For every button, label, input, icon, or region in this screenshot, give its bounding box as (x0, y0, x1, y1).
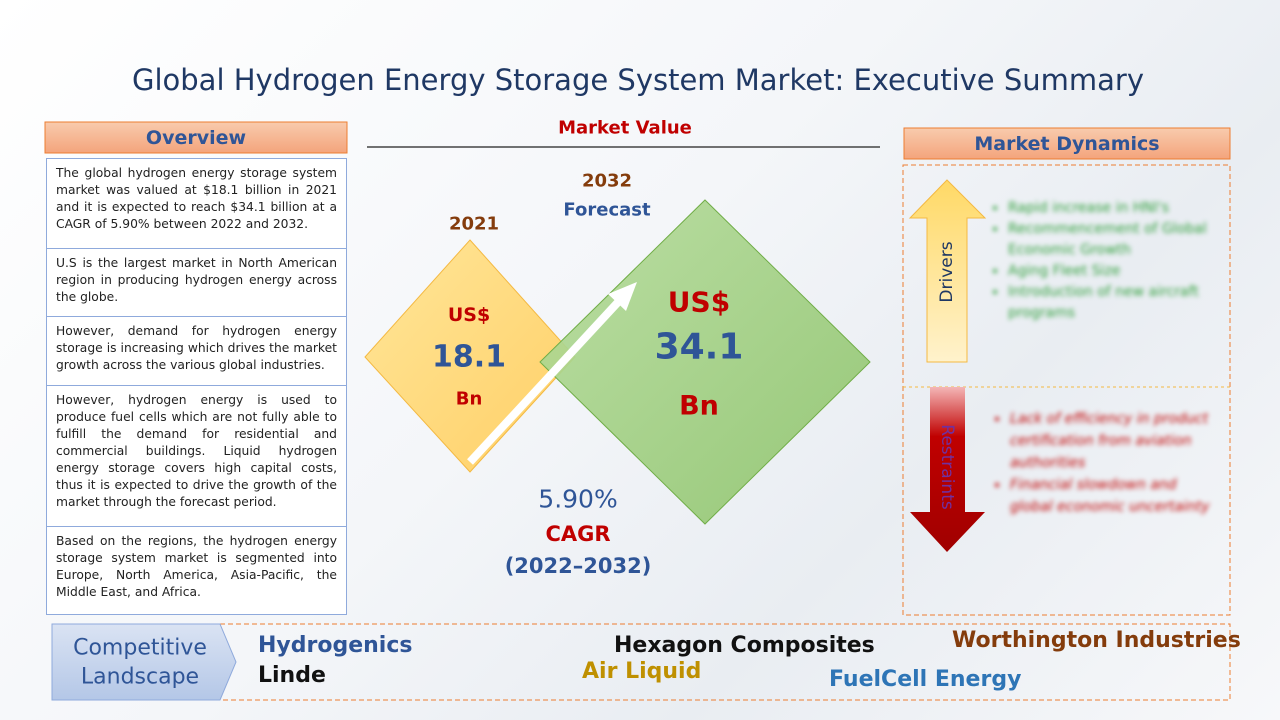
market-value-heading: Market Value (558, 117, 692, 139)
growth-arrow (467, 297, 623, 465)
driver-item: Recommencement of Global Economic Growth (1008, 219, 1215, 261)
company: Linde (258, 663, 326, 688)
unit: Bn (679, 390, 719, 422)
overview-paragraph: However, hydrogen energy is used to prod… (46, 385, 347, 527)
growth-arrow-head (608, 282, 637, 311)
currency: US$ (447, 304, 491, 326)
drivers-label: Drivers (937, 241, 957, 303)
overview-paragraph: The global hydrogen energy storage syste… (46, 158, 347, 249)
restraints-label: Restraints (937, 424, 957, 510)
company: Worthington Industries (952, 628, 1241, 653)
value: 18.1 (431, 339, 507, 375)
restraint-item: Lack of efficiency in product certificat… (1010, 408, 1212, 474)
drivers-arrow (908, 179, 987, 363)
restraints-arrow (910, 387, 985, 552)
landscape-label: Landscape (80, 664, 200, 690)
company: Hydrogenics (258, 633, 413, 658)
diamond-2032 (539, 199, 871, 525)
dynamics-box (902, 164, 1231, 616)
landscape-box (219, 623, 1231, 701)
restraint-item: Financial slowdown and global economic u… (1010, 474, 1212, 518)
overview-header-box (44, 121, 348, 154)
currency: US$ (667, 285, 731, 319)
cagr-period: (2022–2032) (504, 554, 652, 578)
landscape-label: Competitive (73, 635, 207, 661)
driver-item: Introduction of new aircraft programs (1008, 282, 1215, 324)
unit: Bn (455, 388, 483, 410)
cagr-label: CAGR (545, 522, 611, 546)
driver-item: Aging Fleet Size (1008, 261, 1215, 282)
forecast-label: Forecast (563, 199, 651, 221)
company: Hexagon Composites (614, 633, 875, 658)
drivers-list: Rapid increase in HNI's Recommencement o… (990, 198, 1215, 324)
diamond-2021 (364, 239, 576, 473)
dynamics-header-box (903, 127, 1231, 160)
driver-item: Rapid increase in HNI's (1008, 198, 1215, 219)
restraints-list: Lack of efficiency in product certificat… (992, 408, 1212, 518)
value: 34.1 (654, 326, 744, 368)
year-label: 2032 (581, 170, 633, 192)
cagr-value: 5.90% (538, 484, 618, 514)
landscape-chevron (51, 623, 237, 701)
year-label: 2021 (448, 213, 500, 235)
overview-paragraph: However, demand for hydrogen energy stor… (46, 316, 347, 386)
overview-heading: Overview (145, 127, 247, 149)
overview-paragraph: U.S is the largest market in North Ameri… (46, 248, 347, 317)
company: FuelCell Energy (829, 667, 1022, 692)
overview-paragraph: Based on the regions, the hydrogen energ… (46, 526, 347, 615)
dynamics-heading: Market Dynamics (974, 133, 1160, 155)
title: Global Hydrogen Energy Storage System Ma… (132, 63, 1144, 97)
company: Air Liquid (582, 659, 702, 684)
